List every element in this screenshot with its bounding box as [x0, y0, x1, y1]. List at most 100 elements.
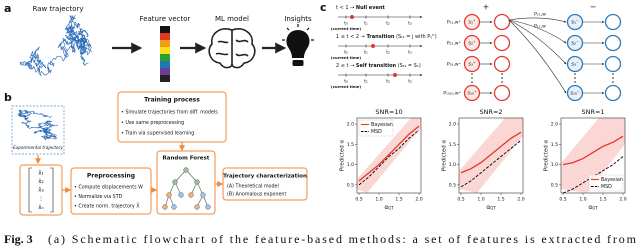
ellipsis-dot	[501, 73, 503, 75]
y-tick-label: 1.5	[347, 142, 354, 148]
ellipsis-dot	[574, 73, 576, 75]
x-tick-label: 1.0	[477, 197, 484, 203]
state-label: s₁₀⁺	[467, 91, 477, 97]
feature-cell	[160, 54, 170, 61]
condition: 1 ≤ t < 2 →	[336, 34, 366, 40]
state-label: s₂⁺	[468, 41, 476, 47]
plot-frame	[356, 117, 422, 194]
state-label: s₁⁺	[468, 20, 476, 26]
time-label: t₃	[408, 21, 412, 27]
x-tick-label: 1.5	[395, 197, 402, 203]
small-label: Experimental trajectory	[13, 145, 63, 150]
bulb-ray	[286, 27, 290, 31]
time-label: t₂	[386, 21, 390, 27]
ellipsis-dot	[574, 77, 576, 79]
plus-state	[463, 84, 481, 102]
plus-state-next	[493, 84, 511, 102]
panel-label: a	[4, 2, 11, 15]
tree-node	[188, 192, 194, 198]
box-item: • Create norm. trajectory X̃	[74, 203, 140, 210]
legend-label: Bayesian	[371, 122, 393, 128]
time-label: t₁	[364, 50, 368, 56]
minus-state-next	[604, 84, 622, 102]
box-title: Training process	[144, 97, 200, 104]
series-line	[358, 129, 420, 186]
chart-title: SNR=2	[479, 108, 502, 116]
feature-cell	[160, 68, 170, 75]
bulb-icon	[286, 30, 310, 58]
x-axis-subscript: GT	[388, 206, 394, 211]
state-label: s₁₀⁻	[570, 91, 580, 97]
state-probability: P₃₃,w⁺	[447, 62, 462, 68]
state-probability: P₂₂,w⁺	[447, 41, 462, 47]
matrix-entry: x̃₃	[38, 188, 43, 194]
heading: Feature vector	[140, 15, 191, 23]
y-axis-label: Predicted α	[442, 140, 448, 172]
state-label: s₁⁻	[571, 20, 579, 26]
tree-node	[205, 204, 211, 210]
bulb-ray	[306, 27, 310, 31]
transition-arrow	[508, 19, 567, 65]
feature-cell	[160, 61, 170, 68]
plus-state	[463, 34, 481, 52]
panel-label: b	[4, 91, 12, 104]
x-tick-label: 0.5	[559, 197, 566, 203]
matrix-entry: x̃ₙ	[38, 205, 43, 211]
ellipsis-dot	[612, 77, 614, 79]
time-note: (current time)	[331, 84, 361, 89]
y-tick-label: 1.5	[551, 142, 558, 148]
x-tick-label: 1.0	[375, 197, 382, 203]
x-tick-label: 1.5	[497, 197, 504, 203]
heading: ML model	[215, 15, 249, 23]
event-note: (Sₜ₁ = j with Pᵢⱼᵗʳ)	[395, 34, 437, 40]
training-box	[117, 91, 227, 143]
x-tick-label: 1.0	[579, 197, 586, 203]
minus-state	[566, 34, 584, 52]
plot-frame	[560, 117, 626, 194]
state-label: s₃⁺	[468, 62, 476, 68]
minus-state-next	[604, 55, 622, 73]
x-tick-label: 2.0	[517, 197, 524, 203]
minus-state-next	[604, 13, 622, 31]
box-item: (A) Theoretical model	[227, 184, 279, 190]
preprocessing-box	[70, 167, 152, 215]
time-note: (current time)	[331, 55, 361, 60]
scatter-cloud	[459, 118, 523, 193]
tree-node	[183, 167, 189, 173]
timeline-rule: 2 ≤ t → Self transition (Sₜ₂ = S₁)	[336, 63, 421, 69]
time-label: t₃	[408, 50, 412, 56]
y-tick-label: 1.0	[449, 162, 456, 168]
forest-box	[156, 150, 216, 215]
time-label: t₁	[364, 21, 368, 27]
x-axis-subscript: GT	[490, 206, 496, 211]
plus-state-next	[493, 13, 511, 31]
legend-label: Bayesian	[601, 177, 623, 183]
x-axis-symbol: α	[588, 204, 592, 211]
y-tick-label: 0.5	[551, 182, 558, 188]
x-axis-subscript: GT	[592, 206, 598, 211]
event-note: (Sₜ₂ = S₁)	[396, 63, 421, 69]
legend-label: MSD	[601, 184, 612, 190]
ellipsis-dot	[471, 73, 473, 75]
condition: t < 1 →	[336, 5, 356, 11]
bulb-base	[292, 60, 304, 66]
state-probability: P₁₀₁₀,w⁺	[443, 91, 461, 97]
matrix-entry: ⋮	[38, 196, 44, 202]
y-tick-label: 0.5	[347, 182, 354, 188]
plus-state-next	[493, 34, 511, 52]
tree-node	[194, 204, 200, 210]
transition-arrow	[508, 17, 567, 23]
box-title: Preprocessing	[87, 173, 135, 180]
characterization-box	[222, 167, 308, 201]
time-label: t₀	[344, 50, 348, 56]
time-label: t₀	[344, 79, 348, 85]
box-item: • Normalize via STD	[74, 194, 123, 200]
scatter-cloud	[357, 118, 421, 193]
matrix-bracket	[28, 167, 54, 213]
y-axis-label: Predicted α	[544, 140, 550, 172]
x-tick-label: 1.5	[599, 197, 606, 203]
transition-arrow	[508, 19, 567, 44]
timeline-rule: 1 ≤ t < 2 → Transition (Sₜ₁ = j with Pᵢⱼ…	[336, 34, 437, 40]
heading: Insights	[284, 15, 312, 23]
